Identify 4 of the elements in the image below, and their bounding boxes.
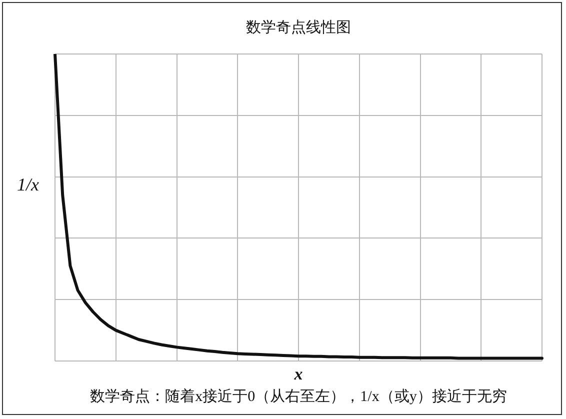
chart-title: 数学奇点线性图 bbox=[246, 18, 351, 36]
text: 数学奇点：随着x接近于0（从右至左），1/x（或y）接近于无穷 bbox=[90, 388, 507, 405]
x-axis-title: x bbox=[293, 364, 304, 384]
y-axis-title: 1/x bbox=[17, 174, 39, 195]
